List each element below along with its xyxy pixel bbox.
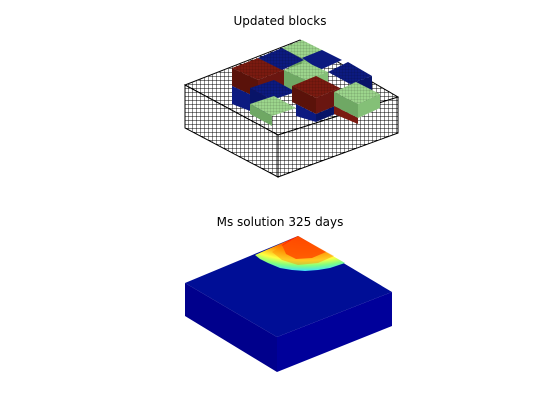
block-green-front-left: [250, 96, 296, 126]
solution-right-side: [277, 292, 392, 372]
ms-solution-surface: [185, 236, 392, 372]
solution-plume-orange: [272, 236, 334, 265]
bottom-panel-title: Ms solution 325 days: [216, 215, 344, 229]
block-red-front-right: [334, 106, 358, 124]
top-panel-title: Updated blocks: [233, 14, 327, 28]
updated-blocks-cubes: [232, 40, 380, 126]
solution-left-side: [185, 283, 277, 372]
solution-plume-core: [282, 236, 326, 259]
block-green-front-right: [334, 82, 380, 118]
block-blue-back: [258, 48, 342, 70]
